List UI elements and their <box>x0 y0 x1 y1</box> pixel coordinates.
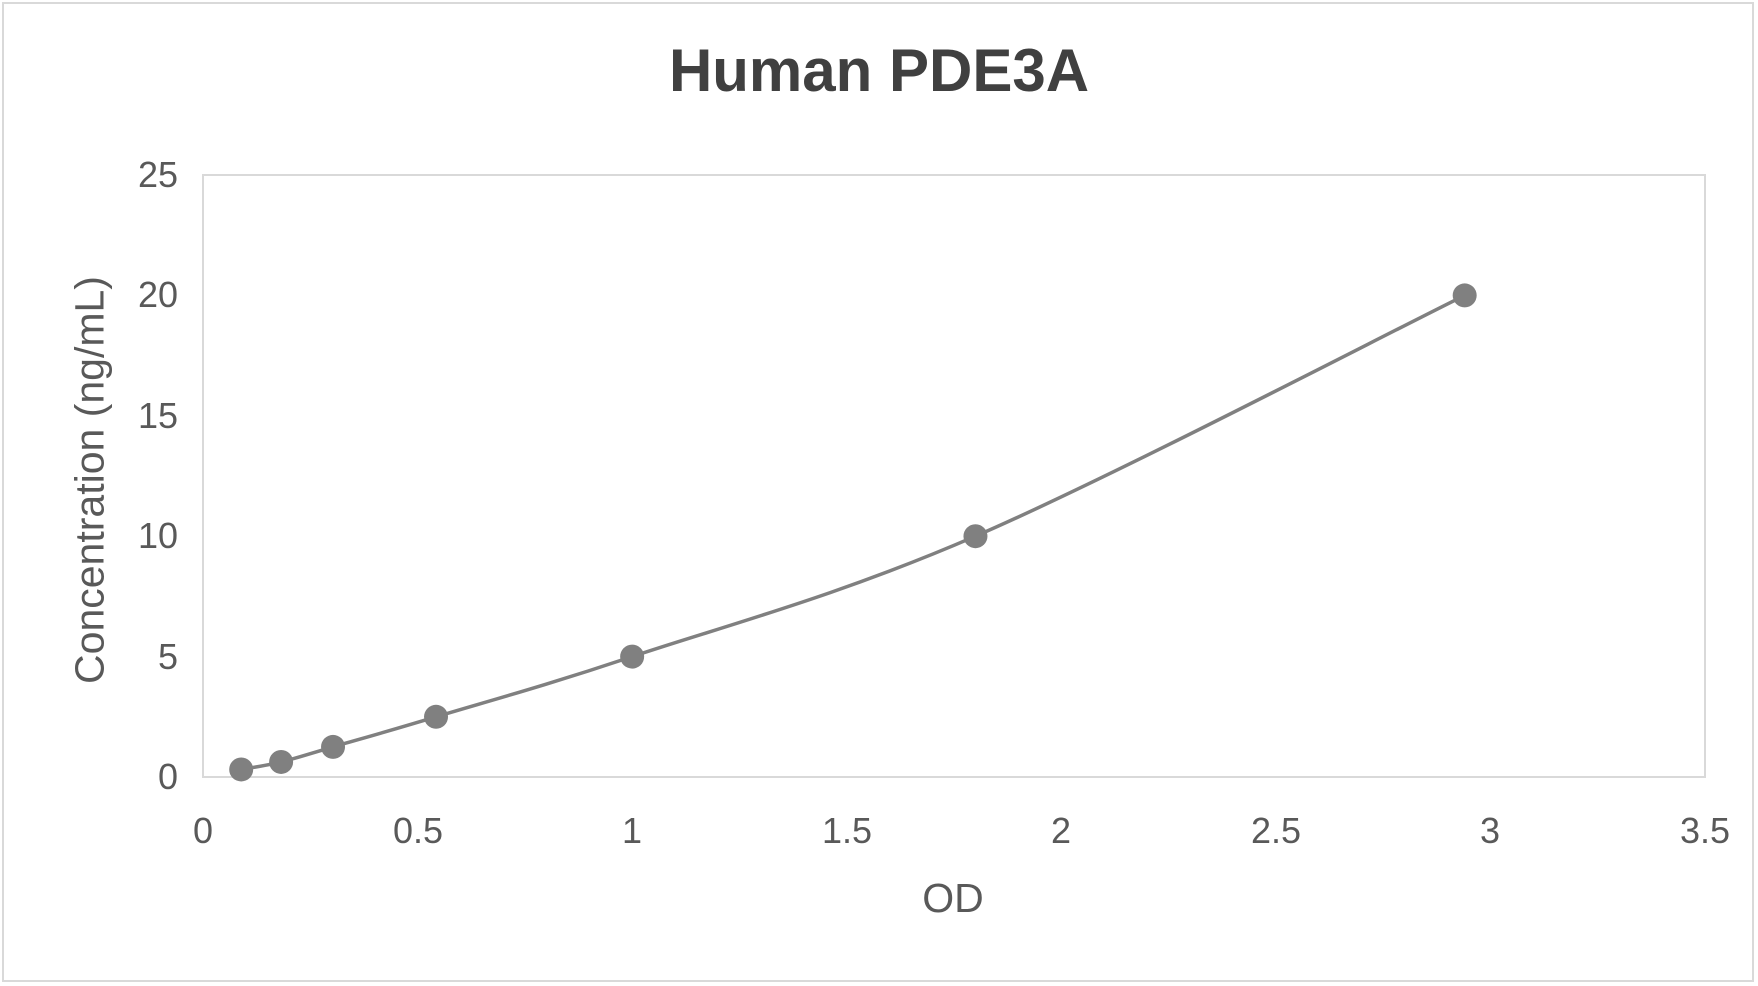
data-point-marker <box>620 644 645 669</box>
x-tick: 2 <box>1050 810 1072 851</box>
standard-curve-line <box>240 293 1466 772</box>
chart-title: Human PDE3A <box>668 37 1090 104</box>
x-tick: 3 <box>1479 810 1501 851</box>
x-tick: 1 <box>621 810 643 851</box>
y-tick: 20 <box>137 274 178 315</box>
data-point-marker <box>229 757 254 782</box>
x-axis-label: OD <box>922 875 984 921</box>
data-point-marker <box>269 749 294 774</box>
x-tick: 2.5 <box>1250 810 1302 851</box>
y-tick: 25 <box>137 154 178 195</box>
data-point-marker <box>424 704 449 729</box>
data-point-marker <box>963 524 988 549</box>
data-points <box>229 283 1477 782</box>
y-tick: 0 <box>157 756 178 797</box>
x-tick: 0.5 <box>392 810 444 851</box>
y-tick: 5 <box>157 636 178 677</box>
y-tick: 10 <box>137 515 178 556</box>
plot-border <box>202 174 1706 778</box>
data-point-marker <box>1452 283 1477 308</box>
x-tick: 0 <box>192 810 214 851</box>
x-tick: 1.5 <box>821 810 873 851</box>
data-point-marker <box>321 734 346 759</box>
y-tick: 15 <box>137 395 178 436</box>
x-tick: 3.5 <box>1679 810 1731 851</box>
